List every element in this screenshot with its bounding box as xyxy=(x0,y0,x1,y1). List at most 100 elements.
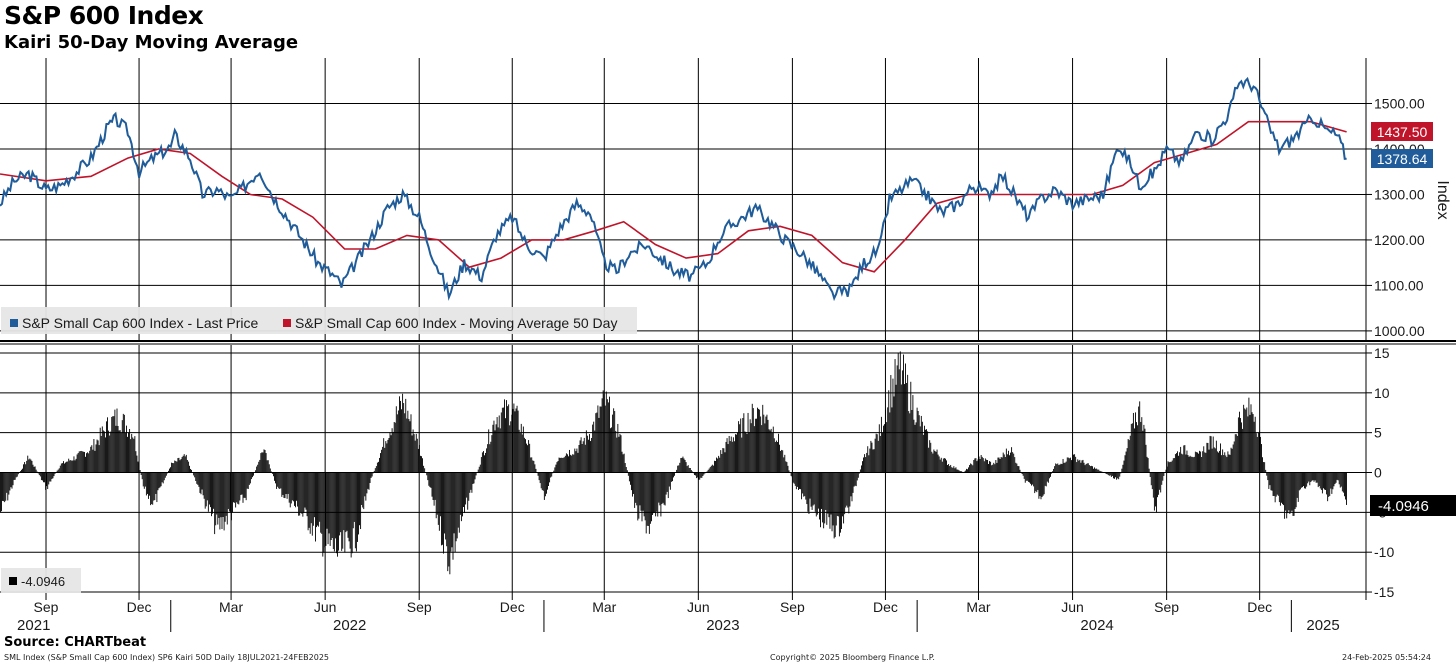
kairi-bar xyxy=(840,472,841,533)
kairi-bar xyxy=(58,468,60,473)
kairi-bar xyxy=(316,472,317,528)
kairi-bar xyxy=(990,461,992,473)
kairi-bar xyxy=(203,472,205,499)
y-tick-label-bottom: 5 xyxy=(1374,425,1382,441)
kairi-bar xyxy=(1295,472,1297,508)
kairi-bar xyxy=(887,407,889,473)
kairi-bar xyxy=(343,472,345,531)
kairi-bar xyxy=(376,462,378,473)
axes: Sep Dec Mar Jun Sep Dec Mar Jun Sep Dec Mar Jun Sep D… xyxy=(0,58,1456,634)
kairi-bar xyxy=(1045,472,1047,487)
kairi-bar xyxy=(434,472,436,500)
kairi-bar xyxy=(857,472,859,478)
kairi-bar xyxy=(1232,444,1234,473)
kairi-bar xyxy=(1030,472,1031,484)
kairi-bar xyxy=(987,460,988,473)
kairi-bar xyxy=(888,390,890,473)
kairi-bar xyxy=(519,433,521,473)
kairi-bar xyxy=(25,464,27,473)
kairi-bar xyxy=(768,429,770,473)
kairi-bar xyxy=(319,472,321,522)
kairi-bar xyxy=(1032,472,1034,485)
kairi-bar xyxy=(1165,469,1167,473)
kairi-bar xyxy=(237,472,239,504)
kairi-bar xyxy=(196,472,198,484)
kairi-bar xyxy=(1187,455,1189,473)
kairi-bar xyxy=(1105,472,1107,474)
kairi-legend: -4.0946 xyxy=(1,568,81,593)
kairi-bar xyxy=(665,472,667,495)
kairi-bar xyxy=(536,472,538,473)
kairi-bar xyxy=(75,458,77,473)
kairi-bar xyxy=(651,472,652,522)
kairi-bar xyxy=(564,455,566,473)
kairi-bar xyxy=(1275,472,1277,497)
kairi-bar xyxy=(1305,472,1307,489)
kairi-bar xyxy=(1144,428,1146,473)
kairi-bar xyxy=(657,472,659,517)
kairi-bar xyxy=(819,472,820,520)
kairi-bar xyxy=(1082,459,1084,473)
kairi-bar xyxy=(646,472,648,526)
kairi-bar xyxy=(21,469,22,473)
kairi-bar xyxy=(63,461,64,473)
y-tick-label-top: 1200.00 xyxy=(1374,232,1425,248)
kairi-bar xyxy=(851,472,853,502)
kairi-bar xyxy=(1285,472,1287,511)
kairi-bar xyxy=(241,472,243,495)
kairi-bar xyxy=(487,444,489,473)
kairi-bar xyxy=(1277,472,1279,496)
kairi-bar xyxy=(1335,472,1337,483)
kairi-bar xyxy=(498,415,500,473)
kairi-bar xyxy=(171,462,173,473)
y-tick-label-top: 1500.00 xyxy=(1374,95,1425,111)
x-tick-label: Sep xyxy=(34,599,59,615)
kairi-bar xyxy=(728,435,730,473)
kairi-bar xyxy=(437,472,439,525)
kairi-bar xyxy=(639,472,641,506)
kairi-bar xyxy=(1170,461,1172,473)
kairi-bar xyxy=(174,460,176,473)
kairi-bar xyxy=(804,472,806,497)
kairi-bar xyxy=(322,472,324,557)
kairi-bar xyxy=(1255,433,1257,473)
kairi-bar xyxy=(454,472,456,553)
kairi-bar xyxy=(202,472,204,496)
kairi-bar xyxy=(919,426,921,473)
kairi-bar xyxy=(612,414,614,473)
kairi-bar xyxy=(358,472,359,535)
kairi-bar xyxy=(485,452,486,473)
kairi-bar xyxy=(137,461,139,473)
kairi-bar xyxy=(382,446,384,473)
kairi-bar xyxy=(139,470,141,473)
kairi-bar xyxy=(1021,472,1023,474)
kairi-bar xyxy=(550,472,552,478)
kairi-bar xyxy=(627,472,629,476)
kairi-bar xyxy=(298,472,300,516)
kairi-bar xyxy=(61,463,63,473)
kairi-bar xyxy=(113,416,115,473)
kairi-bar xyxy=(366,472,368,494)
kairi-bar xyxy=(1080,462,1082,473)
kairi-bar xyxy=(867,446,869,473)
kairi-bar xyxy=(759,409,761,473)
kairi-bar xyxy=(269,468,271,473)
kairi-bar xyxy=(834,472,836,538)
kairi-bar xyxy=(1096,468,1098,473)
kairi-bar xyxy=(1208,449,1210,473)
kairi-bar xyxy=(673,472,674,478)
kairi-bar xyxy=(65,462,66,473)
kairi-bar xyxy=(1246,407,1248,473)
kairi-bar xyxy=(1253,421,1255,473)
kairi-bar xyxy=(936,449,938,473)
kairi-bar xyxy=(431,472,433,497)
kairi-bar xyxy=(123,414,125,473)
kairi-bar xyxy=(295,472,296,508)
kairi-bar xyxy=(1,472,2,512)
kairi-bar xyxy=(256,466,258,473)
kairi-bar xyxy=(848,472,850,514)
kairi-bar xyxy=(1024,472,1026,483)
kairi-bar xyxy=(493,420,495,473)
kairi-bar xyxy=(10,472,12,488)
kairi-bar xyxy=(8,472,10,495)
